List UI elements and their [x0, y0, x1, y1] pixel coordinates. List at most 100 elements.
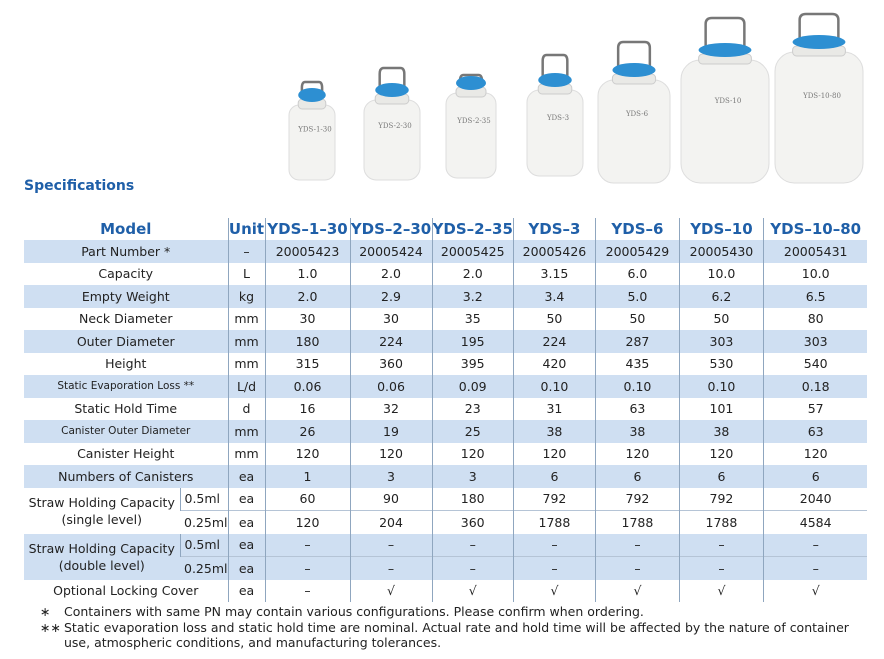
cell-value: 101: [678, 397, 764, 420]
cell-value: 32: [349, 397, 432, 420]
cell-value: 38: [512, 420, 596, 443]
cell-value: 3: [349, 465, 432, 488]
row-label: Numbers of Canisters: [24, 465, 228, 488]
product: YDS-6: [597, 40, 671, 184]
unit: kg: [227, 285, 265, 308]
cell-value: 0.18: [762, 375, 868, 398]
unit: –: [227, 240, 265, 263]
header-model-name: YDS–10–80: [762, 218, 868, 240]
table-row: Part Number * –20005423 20005424 20005425 20…: [24, 240, 868, 263]
cell-value: –: [264, 579, 350, 602]
cell-value: 287: [594, 330, 680, 353]
cell-value: 1788: [678, 510, 764, 534]
footnote-text: Static evaporation loss and static hold …: [64, 619, 849, 651]
table-row: Canister Height mm 120 120 120 120 120 120 120: [24, 442, 868, 465]
cell-value: 0.10: [512, 375, 596, 398]
product-label: YDS-10: [714, 97, 742, 105]
cell-value: 57: [762, 397, 868, 420]
cell-value: 315: [264, 352, 350, 375]
cell-value: 303: [762, 330, 868, 353]
section-heading: Specifications: [24, 178, 135, 194]
cell-value: 50: [512, 307, 596, 330]
cell-value: –: [349, 533, 432, 557]
row-label-line: (double level): [58, 557, 145, 573]
cell-value: 30: [349, 307, 432, 330]
table-row: 0.25ml ea 120 204 360 1788 1788 1788 4584: [24, 510, 868, 534]
header-model-name: YDS–1–30: [264, 218, 350, 240]
cell-value: 50: [594, 307, 680, 330]
unit: mm: [227, 307, 265, 330]
cell-value: 0.09: [431, 375, 514, 398]
cell-value: 120: [264, 510, 350, 534]
handle: [704, 16, 746, 52]
product: YDS-1-30: [288, 80, 336, 181]
cell-value: –: [762, 556, 868, 580]
cell-value: 6: [762, 465, 868, 488]
cell-value: 3.2: [431, 285, 514, 308]
unit: ea: [227, 579, 265, 602]
unit: L: [227, 262, 265, 285]
body: [363, 99, 421, 181]
cell-value: 530: [678, 352, 764, 375]
row-label: Canister Height: [77, 446, 175, 462]
handle: [541, 53, 569, 82]
cell-value: 2.0: [264, 285, 350, 308]
footnote-text: Containers with same PN may contain vari…: [64, 604, 644, 619]
row-label: Straw Holding Capacity (single level): [24, 488, 180, 534]
row-label: Static Evaporation Loss **: [24, 375, 228, 398]
header-model-name: YDS–10: [678, 218, 764, 240]
footnote: ∗ Containers with same PN may contain var…: [40, 604, 870, 620]
cell-value: √: [349, 579, 432, 602]
cell-value: –: [512, 556, 596, 580]
body: [597, 79, 671, 184]
cell-value: –: [678, 533, 764, 557]
table-row: Neck Diameter mm 30 30 35 50 50 50 80: [24, 307, 868, 330]
unit: ea: [227, 510, 265, 534]
header-unit: Unit: [227, 218, 265, 240]
cell-value: 540: [762, 352, 868, 375]
handle: [378, 66, 406, 92]
cell-value: 0.10: [594, 375, 680, 398]
cell-value: 1.0: [264, 262, 350, 285]
product: YDS-2-30: [363, 66, 421, 181]
cell-value: –: [431, 556, 514, 580]
table-row: Numbers of Canisters ea 1 3 3 6 6 6 6: [24, 465, 868, 488]
table-row: Empty Weight kg 2.0 2.9 3.2 3.4 5.0 6.2 6.5: [24, 285, 868, 308]
cell-value: 6.2: [678, 285, 764, 308]
cell-value: 0.06: [264, 375, 350, 398]
table-row: Static Hold Time d 16 32 23 31 63 101 57: [24, 397, 868, 420]
body: [680, 59, 770, 184]
cell-value: 10.0: [678, 262, 764, 285]
cell-value: 6: [678, 465, 764, 488]
unit: ea: [227, 487, 265, 511]
product-photos: YDS-1-30 YDS-2-30 YDS-2-35 YDS-3 YDS-6 YDS-10…: [288, 12, 864, 184]
table-row: Straw Holding Capacity (double level) 0.5m…: [24, 533, 868, 580]
product-label: YDS-10-80: [802, 92, 841, 100]
unit: mm: [227, 420, 265, 443]
straw-size: 0.25ml: [180, 510, 228, 534]
cell-value: 19: [349, 420, 432, 443]
cell-value: 6.0: [594, 262, 680, 285]
row-label: Straw Holding Capacity (double level): [24, 533, 180, 580]
table-row: Straw Holding Capacity (single level) 0.5m…: [24, 487, 868, 527]
cell-value: 3.4: [512, 285, 596, 308]
row-label: Optional Locking Cover: [53, 583, 199, 599]
handle: [798, 12, 840, 44]
cell-value: 6: [512, 465, 596, 488]
unit: ea: [227, 465, 265, 488]
cell-value: 120: [264, 442, 350, 465]
cell-value: 26: [264, 420, 350, 443]
row-label: Capacity: [98, 266, 154, 282]
product: YDS-3: [526, 53, 584, 177]
cap: [375, 83, 409, 97]
cell-value: 80: [762, 307, 868, 330]
cell-value: 6: [594, 465, 680, 488]
cell-value: 224: [349, 330, 432, 353]
unit: L/d: [227, 375, 265, 398]
header-model-name: YDS–6: [594, 218, 680, 240]
cell-value: 1788: [594, 510, 680, 534]
row-label-line: Straw Holding Capacity: [28, 494, 175, 510]
cell-value: 31: [512, 397, 596, 420]
cell-value: 360: [349, 352, 432, 375]
straw-size: 0.25ml: [180, 556, 228, 580]
